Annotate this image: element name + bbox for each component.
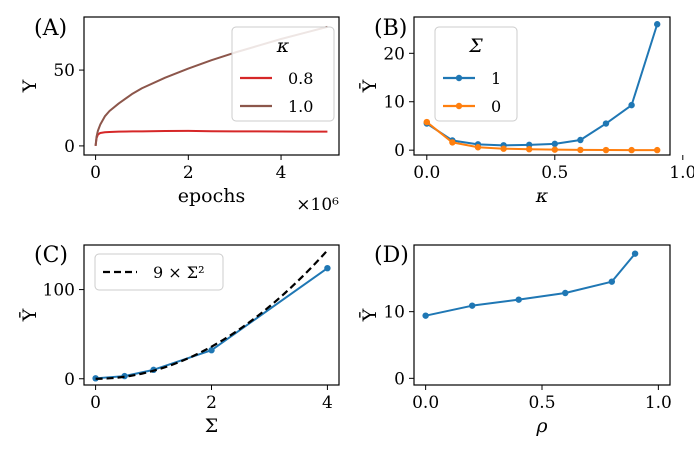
y-tick-label: 20 <box>383 44 405 64</box>
legend-marker <box>455 102 463 110</box>
y-axis-label: Ῡ <box>358 79 381 93</box>
y-tick-label: 0 <box>64 370 75 390</box>
data-point <box>324 264 331 272</box>
data-point <box>628 146 635 154</box>
legend-entry: 0.8 <box>288 69 313 88</box>
panel-a: 0 2 4 0 50 epochs Υ ×10⁶ (A) κ 0.8 1.0 <box>19 16 340 215</box>
data-point <box>422 312 429 319</box>
legend-title: Σ <box>468 35 483 57</box>
data-point <box>602 120 610 127</box>
x-tick-label: 1.0 <box>645 393 672 413</box>
legend-title: κ <box>276 35 290 57</box>
data-point <box>500 145 507 152</box>
legend-entry: 9 × Σ² <box>153 263 204 282</box>
x-tick-label: 0.0 <box>413 163 440 183</box>
data-point <box>608 278 616 285</box>
axes-frame <box>413 16 671 156</box>
x-tick-label: 2 <box>206 393 217 413</box>
x-axis-label: epochs <box>178 185 245 207</box>
y-tick-label: 0 <box>64 137 75 157</box>
y-tick-label: 0 <box>394 141 405 161</box>
data-point <box>551 146 558 153</box>
series-line-0.8 <box>94 129 328 147</box>
legend-entry: 0 <box>491 97 501 116</box>
data-point <box>468 302 476 309</box>
y-tick-label: 50 <box>53 61 75 81</box>
legend <box>434 26 518 122</box>
x-axis-label: κ <box>535 185 549 207</box>
data-point <box>602 146 610 154</box>
data-point <box>449 139 456 146</box>
panel-c: 0 2 4 0 100 Σ Ῡ (C) 9 × Σ² <box>18 243 340 437</box>
series-line-0 <box>426 121 658 152</box>
panel-label: (D) <box>374 243 409 268</box>
x-axis-label: Σ <box>205 415 218 437</box>
data-point <box>551 140 558 148</box>
legend <box>231 26 335 122</box>
x-tick-label: 4 <box>322 393 333 413</box>
x-tick-label: 0 <box>90 393 101 413</box>
y-tick-label: 0 <box>394 369 405 389</box>
data-point <box>423 118 430 126</box>
x-offset-label: ×10⁶ <box>296 195 339 215</box>
panel-label: (A) <box>34 16 67 41</box>
y-tick-label: 100 <box>43 281 75 301</box>
x-tick-label: 0.5 <box>541 163 568 183</box>
panel-label: (C) <box>34 243 68 268</box>
x-tick-label: 2 <box>183 163 194 183</box>
y-axis-label: Ῡ <box>358 308 381 322</box>
legend-entry: 1.0 <box>288 97 313 116</box>
y-tick-label: 10 <box>383 303 405 323</box>
y-axis-label: Ῡ <box>18 308 41 322</box>
x-tick-label: 0.5 <box>528 393 555 413</box>
x-tick-label: 0 <box>90 163 101 183</box>
y-axis-label: Υ <box>19 79 41 93</box>
legend <box>94 253 224 291</box>
data-point <box>577 136 584 144</box>
axes-frame <box>83 16 340 156</box>
legend-entry: 1 <box>491 69 501 88</box>
data-point <box>631 250 639 257</box>
x-axis-label: ρ <box>535 415 548 437</box>
x-tick-label: 4 <box>276 163 287 183</box>
series-line-1 <box>425 253 636 317</box>
axes-frame <box>413 244 671 386</box>
data-point <box>654 21 661 28</box>
data-point <box>474 144 482 151</box>
data-point <box>526 145 533 153</box>
legend-marker <box>455 74 463 82</box>
x-tick-label: 0.0 <box>412 393 439 413</box>
data-point <box>577 146 584 154</box>
data-point <box>654 146 661 154</box>
panel-label: (B) <box>374 16 407 41</box>
panel-d: 0.0 0.5 1.0 0 10 ρ Ῡ (D) <box>358 243 672 437</box>
y-tick-label: 10 <box>383 93 405 113</box>
data-point <box>515 296 522 303</box>
x-tick-label: 1.0 <box>669 163 694 183</box>
data-point <box>208 347 215 354</box>
fit-curve-line <box>95 249 329 380</box>
series-line-1 <box>426 23 659 147</box>
data-point <box>562 289 569 297</box>
data-point <box>628 101 635 109</box>
